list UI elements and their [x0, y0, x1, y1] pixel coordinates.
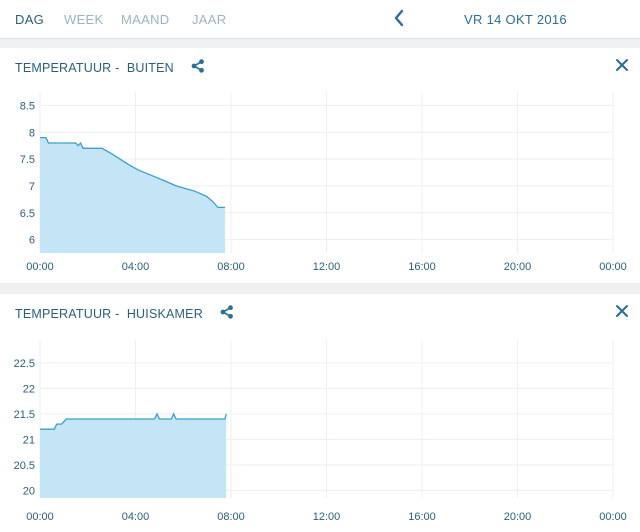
- temperature-chart-buiten: 00:00 04:00 08:00 12:00 16:00 20:00 00:00 6 6.5 7…: [20, 92, 627, 273]
- card-title-prefix: TEMPERATUUR -: [15, 61, 124, 75]
- y-tick-label: 21: [23, 434, 35, 446]
- x-tick-label: 00:00: [599, 511, 627, 523]
- tab-year[interactable]: JAAR: [192, 12, 227, 27]
- chart-card-buiten: TEMPERATUUR - BUITEN 00:00 04:00 08:00 12:0…: [0, 48, 640, 283]
- x-tick-label: 08:00: [217, 511, 245, 523]
- y-tick-label: 6: [29, 235, 35, 247]
- series-line: [40, 412, 227, 430]
- x-tick-label: 04:00: [122, 261, 150, 273]
- y-tick-label: 22.5: [14, 358, 35, 370]
- temperature-chart-huiskamer: 00:00 04:00 08:00 12:00 16:00 20:00 00:00 20 20.…: [14, 340, 627, 523]
- x-tick-label: 00:00: [26, 511, 54, 523]
- card-title-location: BUITEN: [126, 61, 174, 75]
- tab-month[interactable]: MAAND: [121, 12, 170, 27]
- previous-day-button[interactable]: [391, 8, 409, 28]
- chart-card-huiskamer: TEMPERATUUR - HUISKAMER 00:00 04:00 08:00 1…: [0, 294, 640, 532]
- tab-day[interactable]: DAG: [15, 12, 45, 27]
- close-icon[interactable]: [614, 57, 630, 73]
- period-tab-bar: DAG WEEK MAAND JAAR VR 14 OKT 2016: [0, 0, 640, 39]
- y-tick-label: 21.5: [14, 409, 35, 421]
- x-tick-label: 16:00: [408, 261, 436, 273]
- y-tick-label: 8: [29, 127, 35, 139]
- y-tick-label: 7: [29, 181, 35, 193]
- card-title: TEMPERATUUR - BUITEN: [15, 61, 174, 75]
- x-tick-label: 16:00: [408, 511, 436, 523]
- card-title-prefix: TEMPERATUUR -: [15, 307, 124, 321]
- y-tick-label: 22: [23, 383, 35, 395]
- series-line: [40, 136, 225, 209]
- chevron-left-icon: [394, 9, 404, 27]
- y-tick-label: 20: [23, 485, 35, 497]
- x-tick-label: 08:00: [217, 261, 245, 273]
- share-icon[interactable]: [219, 304, 235, 320]
- y-tick-label: 7.5: [20, 154, 35, 166]
- y-tick-label: 6.5: [20, 208, 35, 220]
- x-tick-label: 20:00: [504, 261, 532, 273]
- current-date: VR 14 OKT 2016: [464, 12, 567, 27]
- series-area: [40, 137, 225, 253]
- x-tick-label: 12:00: [313, 261, 341, 273]
- share-icon[interactable]: [190, 58, 206, 74]
- x-tick-label: 04:00: [122, 511, 150, 523]
- tab-week[interactable]: WEEK: [64, 12, 104, 27]
- x-tick-label: 00:00: [26, 261, 54, 273]
- x-tick-label: 12:00: [313, 511, 341, 523]
- x-tick-label: 00:00: [599, 261, 627, 273]
- y-tick-label: 20.5: [14, 460, 35, 472]
- card-title: TEMPERATUUR - HUISKAMER: [15, 307, 203, 321]
- y-tick-label: 8.5: [20, 100, 35, 112]
- card-title-location: HUISKAMER: [126, 307, 203, 321]
- x-tick-label: 20:00: [504, 511, 532, 523]
- close-icon[interactable]: [614, 303, 630, 319]
- series-area: [40, 413, 227, 498]
